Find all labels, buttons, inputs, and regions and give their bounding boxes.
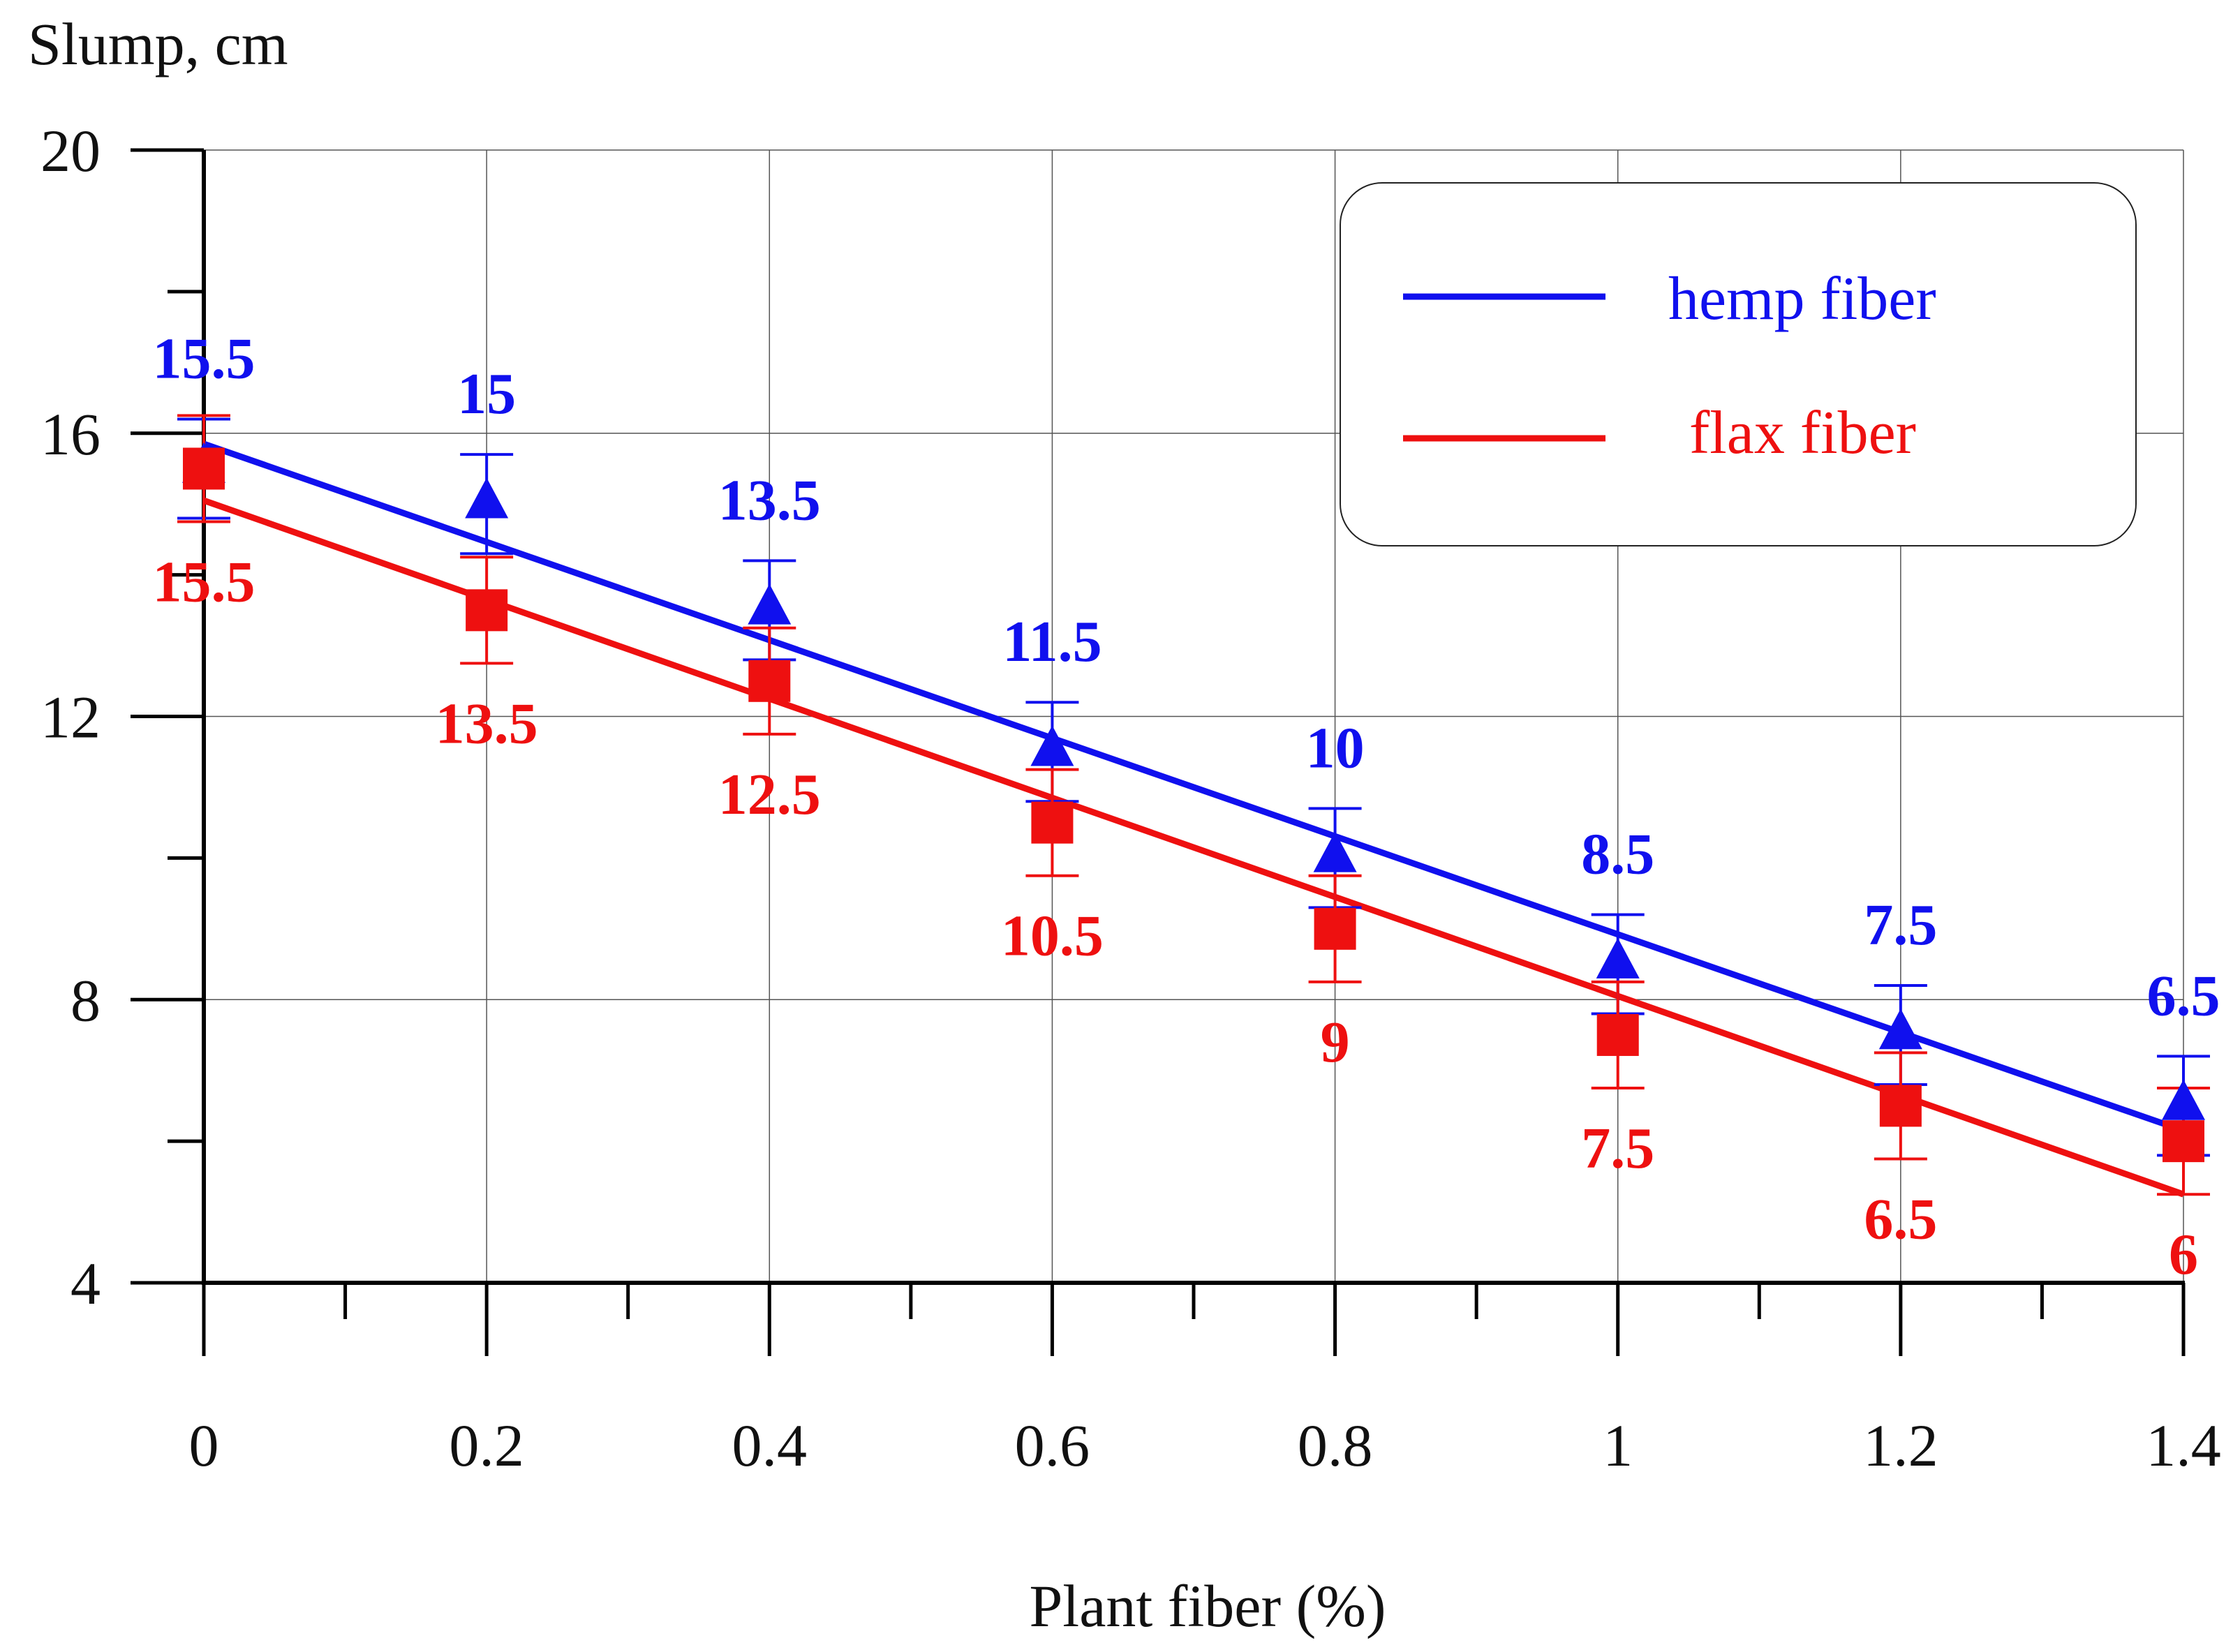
data-labels: 15.5 15 13.5 11.5 10 8.5 7.5 6.5 15.5 13.5 12.5 10.… <box>153 326 2220 1287</box>
data-label-hemp: 15 <box>457 362 516 426</box>
y-axis-title: Slump, cm <box>28 10 288 77</box>
legend: hemp fiber flax fiber <box>1340 182 2137 546</box>
marker-flax <box>183 447 225 490</box>
y-tick-label: 12 <box>40 684 101 751</box>
marker-flax <box>1596 1013 1639 1056</box>
x-tick-label: 0.2 <box>449 1412 524 1479</box>
y-tick-label: 8 <box>71 967 101 1034</box>
data-label-hemp: 10 <box>1306 715 1365 780</box>
marker-hemp <box>1596 937 1640 978</box>
x-tick-label: 0.8 <box>1298 1412 1373 1479</box>
legend-label-hemp: hemp fiber <box>1668 265 1936 333</box>
y-tick-label: 20 <box>40 117 101 184</box>
x-tick-label: 1.4 <box>2146 1412 2221 1479</box>
marker-hemp <box>748 583 792 625</box>
data-label-flax: 9 <box>1321 1010 1350 1075</box>
data-label-flax: 6 <box>2169 1222 2198 1287</box>
data-label-flax: 6.5 <box>1864 1186 1937 1251</box>
marker-hemp <box>1878 1009 1922 1050</box>
data-label-hemp: 11.5 <box>1002 609 1102 674</box>
marker-hemp <box>2162 1079 2205 1120</box>
y-tick-label: 16 <box>40 401 101 468</box>
data-label-hemp: 8.5 <box>1581 822 1654 887</box>
data-label-flax: 10.5 <box>1001 904 1104 969</box>
x-tick-label: 0 <box>189 1412 219 1479</box>
axes: 4 8 12 16 20 0 0.2 0.4 0.6 0.8 1 1.2 1.4 <box>40 117 2221 1479</box>
data-label-flax: 13.5 <box>436 691 538 756</box>
marker-flax <box>1879 1085 1922 1127</box>
data-label-hemp: 13.5 <box>718 468 821 533</box>
data-label-flax: 12.5 <box>718 762 821 827</box>
x-tick-label: 1 <box>1603 1412 1633 1479</box>
data-label-hemp: 7.5 <box>1864 893 1937 958</box>
data-label-hemp: 6.5 <box>2147 963 2220 1028</box>
x-tick-label: 0.6 <box>1015 1412 1090 1479</box>
marker-flax <box>1031 801 1074 844</box>
marker-flax <box>748 660 791 702</box>
marker-flax <box>2163 1120 2204 1163</box>
marker-hemp <box>465 477 509 519</box>
legend-label-flax: flax fiber <box>1689 399 1916 467</box>
x-tick-label: 1.2 <box>1863 1412 1938 1479</box>
data-label-flax: 15.5 <box>153 549 255 614</box>
data-label-flax: 7.5 <box>1581 1116 1654 1181</box>
trend-line-flax <box>202 497 2185 1198</box>
trend-line-hemp <box>202 440 2185 1134</box>
marker-flax <box>466 589 508 632</box>
legend-box <box>1340 182 2137 546</box>
marker-flax <box>1314 907 1356 950</box>
x-axis-title: Plant fiber (%) <box>1029 1572 1386 1639</box>
x-tick-label: 0.4 <box>732 1412 808 1479</box>
y-tick-label: 4 <box>71 1250 101 1317</box>
data-label-hemp: 15.5 <box>153 326 255 391</box>
marker-hemp <box>1030 725 1074 766</box>
markers <box>182 442 2205 1163</box>
marker-hemp <box>1313 831 1357 872</box>
trend-lines <box>202 440 2185 1198</box>
